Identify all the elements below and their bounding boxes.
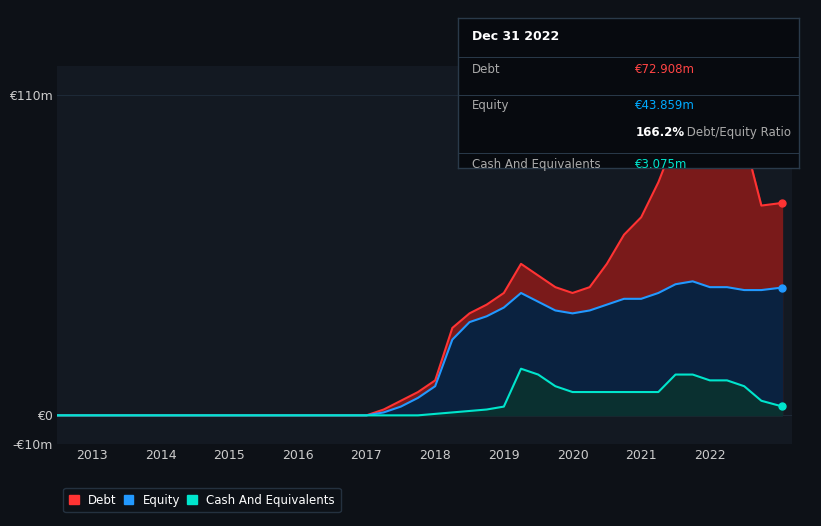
Text: Debt/Equity Ratio: Debt/Equity Ratio xyxy=(683,126,791,139)
Text: Equity: Equity xyxy=(472,99,509,113)
Text: 166.2%: 166.2% xyxy=(635,126,685,139)
Text: Cash And Equivalents: Cash And Equivalents xyxy=(472,158,600,171)
Text: Debt: Debt xyxy=(472,63,500,76)
Text: Dec 31 2022: Dec 31 2022 xyxy=(472,31,559,44)
Text: €43.859m: €43.859m xyxy=(635,99,695,113)
Legend: Debt, Equity, Cash And Equivalents: Debt, Equity, Cash And Equivalents xyxy=(63,488,341,512)
Text: €3.075m: €3.075m xyxy=(635,158,688,171)
Text: €72.908m: €72.908m xyxy=(635,63,695,76)
